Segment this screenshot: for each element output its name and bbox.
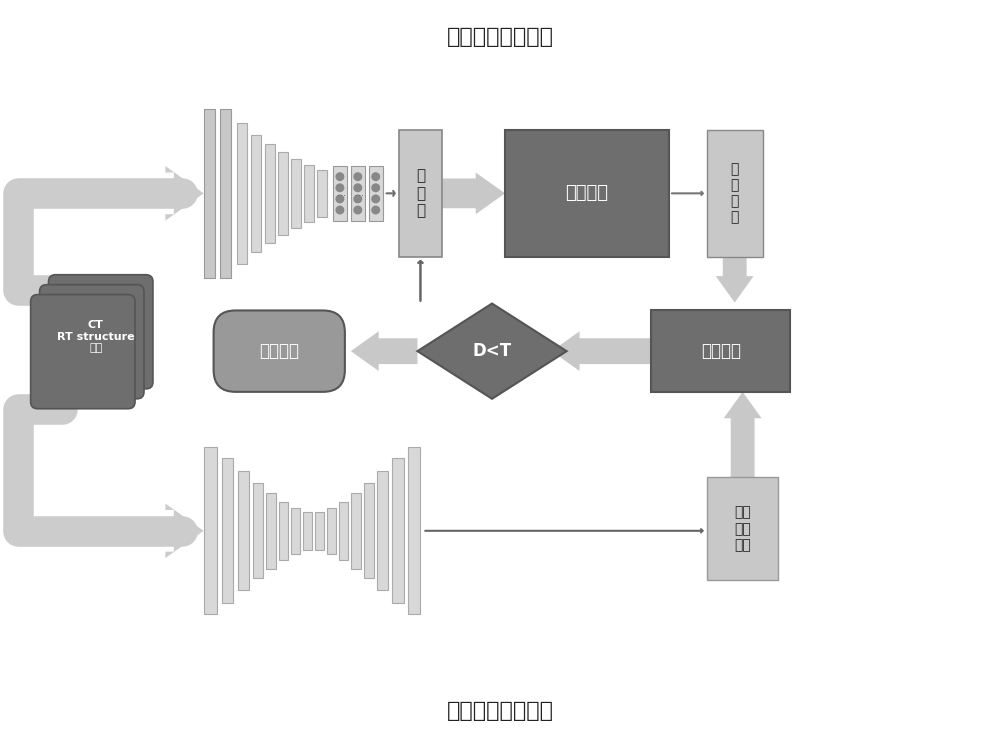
Polygon shape [165, 166, 204, 221]
Circle shape [354, 173, 362, 181]
FancyBboxPatch shape [304, 164, 314, 222]
FancyBboxPatch shape [279, 502, 288, 559]
FancyBboxPatch shape [253, 483, 263, 578]
Polygon shape [552, 331, 651, 371]
FancyBboxPatch shape [291, 158, 301, 228]
FancyBboxPatch shape [303, 512, 312, 550]
Polygon shape [716, 257, 754, 303]
FancyBboxPatch shape [339, 502, 348, 559]
FancyBboxPatch shape [222, 458, 233, 603]
FancyBboxPatch shape [327, 508, 336, 554]
FancyBboxPatch shape [265, 144, 275, 243]
FancyBboxPatch shape [251, 135, 261, 252]
Polygon shape [165, 504, 204, 558]
Circle shape [336, 206, 344, 214]
Text: CT
RT structure
射野: CT RT structure 射野 [57, 320, 135, 353]
Circle shape [372, 173, 379, 181]
Polygon shape [417, 304, 567, 399]
Circle shape [354, 184, 362, 191]
Text: 参
数
值: 参 数 值 [416, 168, 425, 218]
FancyBboxPatch shape [377, 471, 388, 590]
Text: ...: ... [355, 188, 364, 199]
FancyBboxPatch shape [707, 129, 763, 257]
FancyBboxPatch shape [214, 310, 345, 392]
Polygon shape [351, 331, 417, 371]
Circle shape [336, 173, 344, 181]
Polygon shape [442, 173, 505, 214]
FancyBboxPatch shape [49, 275, 153, 389]
FancyBboxPatch shape [238, 471, 249, 590]
Circle shape [372, 195, 379, 202]
Circle shape [336, 184, 344, 191]
FancyBboxPatch shape [40, 285, 144, 399]
FancyBboxPatch shape [364, 483, 374, 578]
Circle shape [372, 206, 379, 214]
Text: ...: ... [337, 188, 346, 199]
Circle shape [354, 195, 362, 202]
Circle shape [372, 184, 379, 191]
FancyBboxPatch shape [237, 123, 247, 264]
FancyBboxPatch shape [333, 166, 347, 221]
Text: 剂
量
分
布: 剂 量 分 布 [731, 162, 739, 225]
Text: D<T: D<T [472, 342, 512, 360]
FancyBboxPatch shape [651, 310, 790, 392]
FancyBboxPatch shape [392, 458, 404, 603]
FancyBboxPatch shape [369, 166, 383, 221]
Text: 第二神经网络模型: 第二神经网络模型 [447, 702, 554, 722]
FancyBboxPatch shape [266, 493, 276, 568]
FancyBboxPatch shape [204, 109, 215, 278]
FancyBboxPatch shape [291, 508, 300, 554]
Text: 输出计划: 输出计划 [259, 342, 299, 360]
FancyBboxPatch shape [31, 295, 135, 408]
Text: 剂量优化: 剂量优化 [566, 185, 609, 202]
Polygon shape [724, 392, 762, 477]
FancyBboxPatch shape [505, 129, 669, 257]
Circle shape [354, 206, 362, 214]
FancyBboxPatch shape [351, 166, 365, 221]
FancyBboxPatch shape [220, 109, 231, 278]
Text: 第一神经网络模型: 第一神经网络模型 [447, 27, 554, 47]
FancyBboxPatch shape [351, 493, 361, 568]
FancyBboxPatch shape [707, 477, 778, 580]
Circle shape [336, 195, 344, 202]
FancyBboxPatch shape [315, 512, 324, 550]
FancyBboxPatch shape [408, 447, 420, 615]
FancyBboxPatch shape [317, 170, 327, 217]
Text: 最优
剂量
分布: 最优 剂量 分布 [734, 506, 751, 552]
FancyBboxPatch shape [399, 129, 442, 257]
Text: 剂量对比: 剂量对比 [701, 342, 741, 360]
FancyBboxPatch shape [204, 447, 217, 615]
FancyBboxPatch shape [278, 152, 288, 235]
